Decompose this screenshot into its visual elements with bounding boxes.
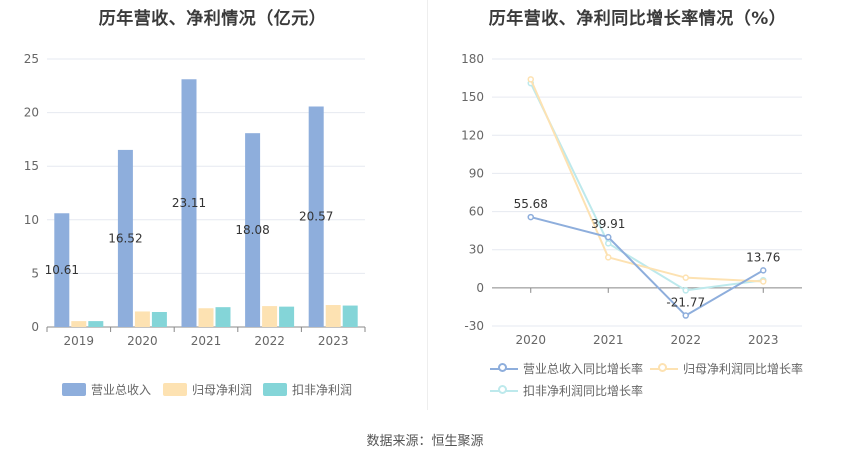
legend-swatch-parent-net-profit bbox=[163, 383, 187, 396]
y-tick-label: 180 bbox=[461, 52, 484, 66]
legend-swatch-deducted-net-profit bbox=[263, 383, 287, 396]
growth-rate-chart-panel: 历年营收、净利同比增长率情况（%） -30 0 30 60 90 120 150 180 202… bbox=[425, 0, 850, 410]
x-tick-label: 2019 bbox=[64, 334, 95, 348]
revenue-profit-bar-chart: 0 5 10 15 20 25 2019 10.61 2020 16.52 2021 23.11 202… bbox=[24, 52, 366, 348]
bar-deducted-net-profit bbox=[215, 307, 231, 327]
bar-parent-net-profit bbox=[325, 305, 341, 327]
legend-item-parent-net-profit[interactable]: 归母净利润 bbox=[163, 381, 252, 398]
panel-divider bbox=[427, 0, 428, 410]
data-point-revenue-growth bbox=[682, 312, 689, 319]
y-tick-label: 120 bbox=[461, 128, 484, 142]
bar-revenue bbox=[117, 149, 133, 327]
data-point-parent-profit-growth bbox=[682, 274, 689, 281]
x-tick-label: 2022 bbox=[254, 334, 285, 348]
left-chart-title: 历年营收、净利情况（亿元） bbox=[98, 9, 327, 29]
legend-swatch-parent-profit-growth bbox=[650, 362, 678, 376]
bar-data-label: 23.11 bbox=[172, 196, 206, 210]
legend-label-deducted-profit-growth: 扣非净利润同比增长率 bbox=[523, 384, 644, 398]
legend-item-parent-profit-growth[interactable]: 归母净利润同比增长率 bbox=[650, 360, 803, 377]
bar-parent-net-profit bbox=[262, 306, 278, 327]
bar-parent-net-profit bbox=[198, 308, 214, 327]
legend-label-deducted-net-profit: 扣非净利润 bbox=[292, 383, 353, 397]
left-legend: 营业总收入 归母净利润 扣非净利润 bbox=[0, 381, 425, 401]
bar-deducted-net-profit bbox=[151, 311, 167, 327]
line-data-label: 55.68 bbox=[514, 197, 548, 211]
data-point-deducted-profit-growth bbox=[682, 287, 689, 294]
legend-item-revenue[interactable]: 营业总收入 bbox=[62, 381, 151, 398]
right-chart-title: 历年营收、净利同比增长率情况（%） bbox=[488, 9, 787, 29]
data-point-revenue-growth bbox=[760, 267, 767, 274]
legend-item-deducted-profit-growth[interactable]: 扣非净利润同比增长率 bbox=[490, 382, 643, 399]
data-point-parent-profit-growth bbox=[527, 76, 534, 83]
legend-swatch-revenue-growth bbox=[490, 362, 518, 376]
y-tick-label: 25 bbox=[24, 52, 39, 66]
x-tick-label: 2021 bbox=[593, 333, 624, 347]
line-data-label: 13.76 bbox=[746, 250, 780, 264]
legend-label-parent-profit-growth: 归母净利润同比增长率 bbox=[683, 362, 804, 376]
bar-deducted-net-profit bbox=[279, 306, 295, 327]
bar-parent-net-profit bbox=[71, 321, 87, 327]
y-tick-label: 60 bbox=[469, 205, 484, 219]
bar-revenue bbox=[245, 133, 261, 327]
legend-label-parent-net-profit: 归母净利润 bbox=[192, 383, 253, 397]
y-tick-label: 20 bbox=[24, 106, 39, 120]
data-point-revenue-growth bbox=[605, 233, 612, 241]
data-point-parent-profit-growth bbox=[605, 254, 612, 261]
line-data-label: -21.77 bbox=[666, 296, 705, 310]
y-tick-label: 150 bbox=[461, 90, 484, 104]
legend-label-revenue-growth: 营业总收入同比增长率 bbox=[523, 362, 644, 376]
x-tick-label: 2023 bbox=[748, 333, 779, 347]
data-point-deducted-profit-growth bbox=[605, 240, 612, 247]
legend-label-revenue: 营业总收入 bbox=[91, 383, 152, 397]
x-tick-label: 2020 bbox=[515, 333, 546, 347]
series-line-revenue-growth bbox=[530, 216, 764, 317]
bar-deducted-net-profit bbox=[342, 305, 358, 327]
y-tick-label: 0 bbox=[31, 320, 39, 334]
growth-rate-line-chart: -30 0 30 60 90 120 150 180 2020 2021 2022 2023 55.68… bbox=[461, 52, 802, 347]
bar-revenue bbox=[181, 79, 197, 327]
bar-deducted-net-profit bbox=[88, 321, 104, 327]
legend-item-deducted-net-profit[interactable]: 扣非净利润 bbox=[263, 381, 352, 398]
y-tick-label: 15 bbox=[24, 159, 39, 173]
x-tick-label: 2022 bbox=[670, 333, 701, 347]
y-tick-label: 5 bbox=[31, 266, 39, 280]
bar-data-label: 16.52 bbox=[108, 231, 142, 245]
data-point-revenue-growth bbox=[527, 213, 534, 221]
legend-item-revenue-growth[interactable]: 营业总收入同比增长率 bbox=[490, 360, 643, 377]
x-tick-label: 2021 bbox=[191, 334, 222, 348]
x-tick-label: 2023 bbox=[318, 334, 349, 348]
bar-parent-net-profit bbox=[134, 311, 150, 327]
line-data-label: 39.91 bbox=[591, 217, 625, 231]
x-tick-label: 2020 bbox=[127, 334, 158, 348]
bar-revenue bbox=[308, 106, 324, 328]
y-tick-label: -30 bbox=[464, 319, 484, 333]
bar-data-label: 18.08 bbox=[235, 223, 269, 237]
y-tick-label: 10 bbox=[24, 213, 39, 227]
bar-data-label: 10.61 bbox=[45, 263, 79, 277]
y-tick-label: 90 bbox=[469, 166, 484, 180]
revenue-profit-chart-panel: 历年营收、净利情况（亿元） 0 5 10 15 20 25 2019 10.61 2020 16.… bbox=[0, 0, 425, 410]
legend-swatch-deducted-profit-growth bbox=[490, 384, 518, 398]
y-tick-label: 0 bbox=[476, 281, 484, 295]
y-tick-label: 30 bbox=[469, 243, 484, 257]
bar-revenue bbox=[54, 213, 70, 327]
right-legend: 营业总收入同比增长率 归母净利润同比增长率 扣非净利润同比增长率 bbox=[425, 360, 850, 405]
data-source-note: 数据来源：恒生聚源 bbox=[366, 434, 484, 449]
bar-data-label: 20.57 bbox=[299, 210, 333, 224]
legend-swatch-revenue bbox=[62, 383, 86, 396]
series-line-deducted-profit-growth bbox=[529, 82, 764, 292]
data-point-parent-profit-growth bbox=[760, 278, 767, 285]
series-line-parent-profit-growth bbox=[529, 78, 764, 283]
